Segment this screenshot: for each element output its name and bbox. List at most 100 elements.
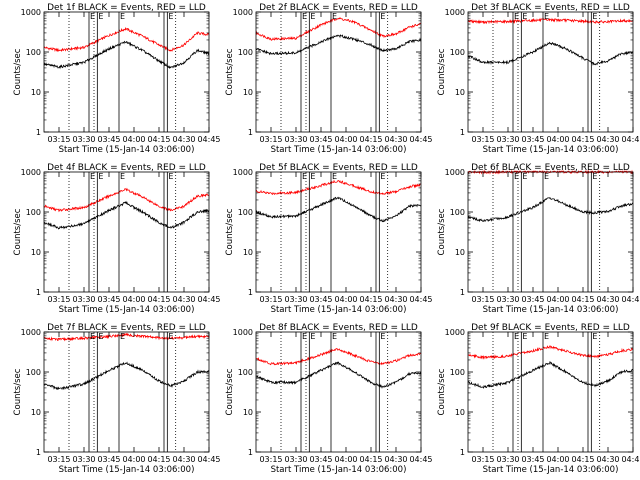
y-tick-label: 1	[460, 128, 465, 137]
x-tick-label: 04:30	[596, 295, 619, 304]
x-tick-label: 04:30	[172, 295, 195, 304]
x-axis-label: Start Time (15-Jan-14 03:06:00)	[59, 145, 195, 155]
series-events	[255, 196, 422, 223]
x-tick-label: 04:15	[359, 295, 382, 304]
x-tick-label: 03:30	[284, 295, 307, 304]
y-axis-label: Counts/sec	[225, 368, 235, 415]
x-tick-label: 04:45	[197, 135, 220, 144]
x-tick-label: 03:15	[47, 135, 70, 144]
x-tick-label: 04:15	[147, 295, 170, 304]
marker-flag-label: E	[332, 12, 337, 21]
series-lld	[467, 17, 634, 25]
x-tick-label: 04:30	[596, 135, 619, 144]
marker-flag-label: E	[514, 332, 519, 341]
marker-flag-label: E	[592, 12, 597, 21]
marker-flag-label: E	[332, 332, 337, 341]
marker-flag-label: E	[592, 172, 597, 181]
x-tick-label: 03:45	[521, 295, 544, 304]
y-tick-label: 100	[26, 48, 41, 57]
marker-flag-label: E	[592, 332, 597, 341]
marker-flag-label: E	[98, 12, 103, 21]
x-tick-label: 04:45	[621, 135, 640, 144]
y-tick-label: 1	[248, 128, 253, 137]
y-tick-label: 100	[238, 48, 253, 57]
marker-flag-label: E	[98, 172, 103, 181]
marker-flag-label: E	[120, 172, 125, 181]
series-events	[255, 34, 422, 56]
y-tick-label: 1	[248, 288, 253, 297]
x-tick-label: 04:00	[334, 455, 357, 464]
series-lld	[255, 347, 422, 366]
y-tick-label: 10	[455, 88, 465, 97]
x-tick-label: 04:30	[172, 135, 195, 144]
x-tick-label: 03:15	[471, 295, 494, 304]
x-tick-label: 03:45	[97, 455, 120, 464]
y-axis-label: Counts/sec	[13, 368, 23, 415]
y-tick-label: 1	[248, 448, 253, 457]
y-tick-label: 1000	[445, 328, 465, 337]
series-events	[467, 360, 634, 389]
panel-title: Det 3f BLACK = Events, RED = LLD	[471, 3, 630, 13]
marker-flag-label: E	[522, 12, 527, 21]
x-axis-label: Start Time (15-Jan-14 03:06:00)	[271, 465, 407, 475]
x-tick-label: 04:15	[359, 135, 382, 144]
panel-title: Det 5f BLACK = Events, RED = LLD	[259, 163, 418, 173]
y-tick-label: 10	[455, 408, 465, 417]
x-tick-label: 04:30	[172, 455, 195, 464]
marker-flag-label: E	[90, 12, 95, 21]
marker-flag-label: E	[380, 172, 385, 181]
y-tick-label: 1000	[21, 328, 41, 337]
x-tick-label: 04:15	[147, 455, 170, 464]
marker-flag-label: E	[302, 172, 307, 181]
plot-frame	[43, 171, 210, 293]
series-lld	[43, 26, 210, 53]
x-tick-label: 04:30	[384, 455, 407, 464]
x-tick-label: 03:45	[521, 135, 544, 144]
x-tick-label: 04:00	[122, 135, 145, 144]
x-tick-label: 04:45	[197, 455, 220, 464]
marker-flag-label: E	[544, 332, 549, 341]
marker-flag-label: E	[310, 172, 315, 181]
x-tick-label: 04:15	[571, 295, 594, 304]
marker-flag-label: E	[522, 332, 527, 341]
y-tick-label: 1000	[445, 168, 465, 177]
x-tick-label: 03:30	[496, 135, 519, 144]
x-tick-label: 03:45	[309, 295, 332, 304]
y-tick-label: 100	[238, 368, 253, 377]
x-axis-label: Start Time (15-Jan-14 03:06:00)	[483, 465, 619, 475]
marker-flag-label: E	[380, 332, 385, 341]
series-events	[43, 200, 210, 230]
marker-flag-label: E	[302, 12, 307, 21]
plot-frame	[467, 11, 634, 133]
marker-flag-label: E	[120, 12, 125, 21]
x-tick-label: 04:00	[546, 135, 569, 144]
series-lld	[43, 332, 210, 342]
y-tick-label: 1000	[233, 328, 253, 337]
x-tick-label: 04:45	[621, 455, 640, 464]
x-tick-label: 03:15	[471, 455, 494, 464]
x-tick-label: 04:30	[384, 295, 407, 304]
x-axis-label: Start Time (15-Jan-14 03:06:00)	[271, 145, 407, 155]
x-tick-label: 04:00	[334, 295, 357, 304]
plot-frame	[43, 331, 210, 453]
y-tick-label: 1000	[233, 8, 253, 17]
x-tick-label: 03:45	[309, 135, 332, 144]
marker-flag-label: E	[120, 332, 125, 341]
x-tick-label: 03:45	[97, 135, 120, 144]
x-tick-label: 03:30	[72, 135, 95, 144]
series-events	[467, 197, 634, 223]
y-tick-label: 1	[36, 448, 41, 457]
marker-flag-label: E	[544, 12, 549, 21]
y-tick-label: 10	[243, 408, 253, 417]
x-axis-label: Start Time (15-Jan-14 03:06:00)	[59, 305, 195, 315]
x-axis-label: Start Time (15-Jan-14 03:06:00)	[483, 145, 619, 155]
marker-flag-label: E	[168, 12, 173, 21]
y-tick-label: 10	[31, 408, 41, 417]
x-tick-label: 04:30	[596, 455, 619, 464]
y-tick-label: 10	[31, 248, 41, 257]
